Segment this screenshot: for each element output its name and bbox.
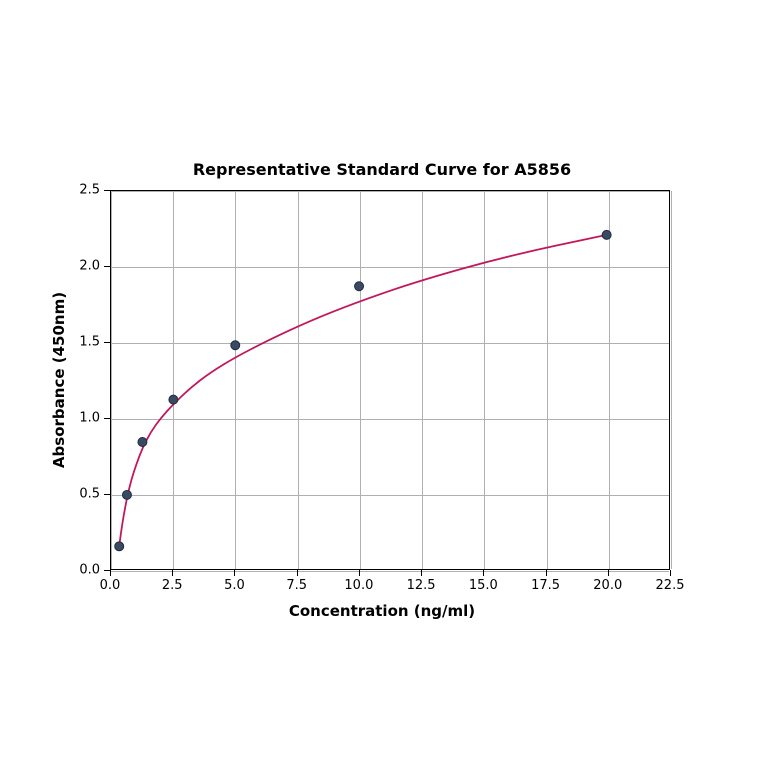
xtick [546,570,547,576]
y-axis-label: Absorbance (450nm) [50,292,68,468]
xtick [608,570,609,576]
xtick [483,570,484,576]
ytick-label: 2.0 [79,259,100,274]
data-point [138,438,147,447]
plot-container: 0.02.55.07.510.012.515.017.520.022.5 0.0… [110,190,670,570]
xtick-label: 7.5 [286,578,307,593]
xtick-label: 2.5 [162,578,183,593]
ytick-label: 0.0 [79,563,100,578]
ytick [104,570,110,571]
ytick-label: 2.5 [79,183,100,198]
xtick [670,570,671,576]
xtick [172,570,173,576]
xtick-label: 20.0 [593,578,622,593]
xtick-label: 10.0 [344,578,373,593]
ytick [104,266,110,267]
plot-area [110,190,670,570]
xtick [421,570,422,576]
xtick-label: 17.5 [531,578,560,593]
xtick [297,570,298,576]
ytick [104,190,110,191]
grid-line-horizontal [111,571,669,572]
ytick-label: 1.5 [79,335,100,350]
data-point [355,282,364,291]
xtick [110,570,111,576]
xtick [234,570,235,576]
plot-svg [111,191,669,569]
ytick [104,418,110,419]
x-axis-label: Concentration (ng/ml) [0,602,764,620]
xtick-label: 12.5 [407,578,436,593]
fitted-curve [119,235,606,546]
ytick-label: 1.0 [79,411,100,426]
chart-title: Representative Standard Curve for A5856 [0,160,764,179]
ytick [104,494,110,495]
xtick-label: 15.0 [469,578,498,593]
xtick-label: 22.5 [656,578,685,593]
grid-line-vertical [671,191,672,569]
ytick [104,342,110,343]
data-point [602,230,611,239]
xtick-label: 0.0 [100,578,121,593]
xtick [359,570,360,576]
data-point [231,341,240,350]
xtick-label: 5.0 [224,578,245,593]
ytick-label: 0.5 [79,487,100,502]
data-point [169,395,178,404]
data-point [122,490,131,499]
data-point [115,542,124,551]
